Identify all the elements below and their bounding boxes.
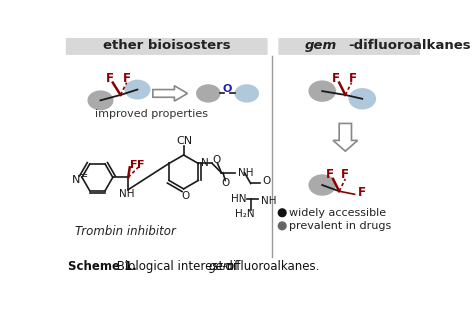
Text: F: F xyxy=(106,72,114,85)
Text: O: O xyxy=(213,155,221,165)
Ellipse shape xyxy=(235,85,258,102)
Text: F: F xyxy=(341,168,349,181)
Text: NH: NH xyxy=(119,189,135,199)
Text: F: F xyxy=(123,72,131,85)
Polygon shape xyxy=(333,123,358,151)
Text: CN: CN xyxy=(176,136,192,146)
Circle shape xyxy=(278,222,286,230)
Text: Scheme 1.: Scheme 1. xyxy=(68,260,137,273)
Ellipse shape xyxy=(309,175,335,195)
Text: Biological interest of: Biological interest of xyxy=(113,260,242,273)
Text: improved properties: improved properties xyxy=(95,109,208,119)
Ellipse shape xyxy=(88,91,113,109)
Text: F: F xyxy=(332,72,340,85)
Text: -difluoroalkanes: -difluoroalkanes xyxy=(348,39,471,52)
Text: Trombin inhibitor: Trombin inhibitor xyxy=(75,225,176,238)
Text: O: O xyxy=(221,179,229,188)
Circle shape xyxy=(278,209,286,217)
Text: F: F xyxy=(358,186,365,199)
Text: -difluoroalkanes.: -difluoroalkanes. xyxy=(221,260,320,273)
Ellipse shape xyxy=(309,81,335,101)
Ellipse shape xyxy=(197,85,220,102)
Text: widely accessible: widely accessible xyxy=(289,208,386,218)
Text: ether bioisosters: ether bioisosters xyxy=(103,39,230,52)
Polygon shape xyxy=(153,86,188,101)
Text: H₂N: H₂N xyxy=(236,209,255,219)
FancyBboxPatch shape xyxy=(278,38,420,55)
Ellipse shape xyxy=(349,89,375,109)
Text: F: F xyxy=(326,168,334,181)
Text: N: N xyxy=(72,175,81,185)
Text: HN: HN xyxy=(231,194,247,204)
Text: gem: gem xyxy=(305,39,337,52)
Text: N: N xyxy=(201,158,209,168)
Text: NH: NH xyxy=(261,196,276,206)
Text: prevalent in drugs: prevalent in drugs xyxy=(289,221,392,231)
Text: F: F xyxy=(130,160,137,170)
Text: NH: NH xyxy=(237,168,253,178)
Text: O: O xyxy=(262,176,271,186)
Text: F: F xyxy=(349,72,357,85)
Text: gem: gem xyxy=(208,260,235,273)
Text: F: F xyxy=(137,160,145,170)
FancyBboxPatch shape xyxy=(66,38,267,55)
Text: =: = xyxy=(80,171,88,182)
Text: O: O xyxy=(223,84,232,94)
Text: O: O xyxy=(181,191,189,201)
Ellipse shape xyxy=(125,80,150,99)
